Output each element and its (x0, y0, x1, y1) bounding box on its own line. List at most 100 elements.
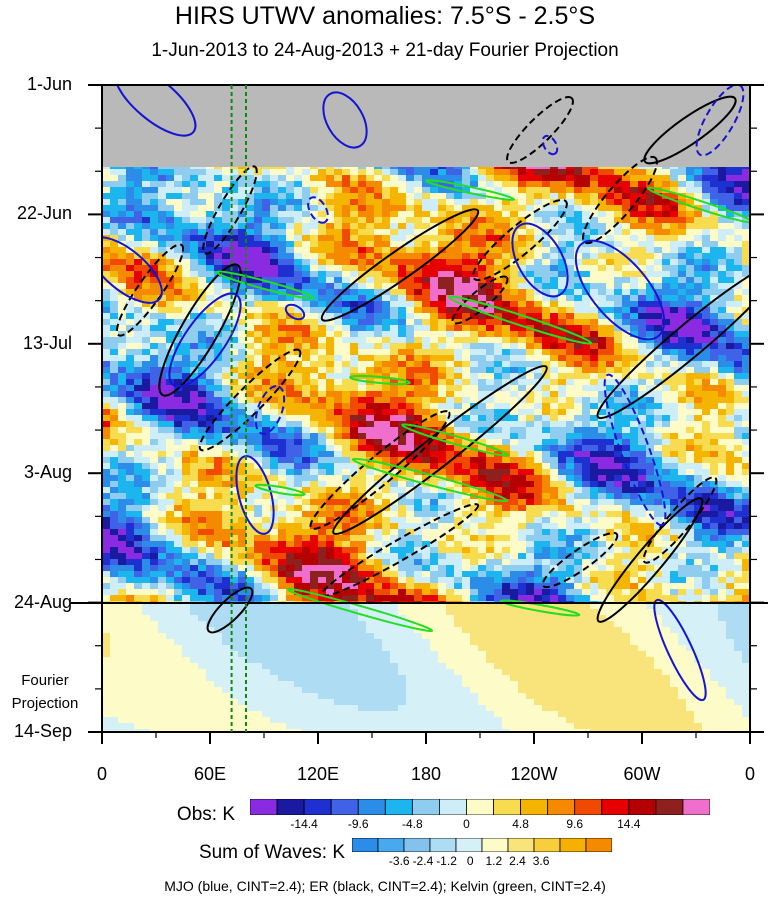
field-cell (238, 355, 247, 362)
field-cell (670, 271, 679, 278)
field-cell (206, 391, 215, 398)
field-cell (462, 355, 471, 362)
field-cell (534, 439, 543, 446)
field-cell (182, 235, 191, 242)
field-cell (590, 175, 599, 182)
field-cell (382, 403, 391, 410)
field-cell (438, 355, 447, 362)
field-cell (142, 235, 151, 242)
field-cell (670, 361, 679, 368)
field-cell (454, 247, 463, 254)
field-cell (710, 379, 719, 386)
field-cell (694, 373, 703, 380)
field-cell (246, 295, 255, 302)
field-cell (126, 331, 135, 338)
field-cell (326, 445, 335, 452)
field-cell (606, 433, 615, 440)
field-cell (702, 433, 711, 440)
field-cell (206, 277, 215, 284)
field-cell (478, 181, 487, 188)
field-cell (654, 337, 663, 344)
field-cell (654, 271, 663, 278)
field-cell (334, 223, 343, 230)
field-cell (526, 385, 535, 392)
field-cell (446, 337, 455, 344)
field-cell (198, 385, 207, 392)
field-cell (238, 427, 247, 434)
field-cell (270, 355, 279, 362)
field-cell (630, 193, 639, 200)
field-cell (550, 325, 559, 332)
field-cell (670, 415, 679, 422)
field-cell (422, 385, 431, 392)
field-cell (166, 325, 175, 332)
field-cell (206, 187, 215, 194)
field-cell (646, 307, 655, 314)
field-cell (142, 223, 151, 230)
field-cell (270, 313, 279, 320)
field-cell (502, 229, 511, 236)
field-cell (574, 211, 583, 218)
field-cell (406, 373, 415, 380)
field-cell (398, 337, 407, 344)
field-cell (630, 367, 639, 374)
field-cell (598, 211, 607, 218)
field-cell (118, 391, 127, 398)
field-cell (134, 373, 143, 380)
field-cell (350, 379, 359, 386)
field-cell (518, 385, 527, 392)
field-cell (246, 271, 255, 278)
field-cell (374, 397, 383, 404)
field-cell (166, 235, 175, 242)
field-cell (734, 277, 743, 284)
field-cell (366, 235, 375, 242)
field-cell (118, 277, 127, 284)
field-cell (158, 319, 167, 326)
field-cell (526, 427, 535, 434)
field-cell (174, 187, 183, 194)
field-cell (390, 241, 399, 248)
field-cell (526, 343, 535, 350)
field-cell (454, 391, 463, 398)
field-cell (134, 307, 143, 314)
field-cell (118, 217, 127, 224)
field-cell (518, 433, 527, 440)
field-cell (566, 421, 575, 428)
field-cell (542, 325, 551, 332)
field-cell (638, 295, 647, 302)
field-cell (718, 247, 727, 254)
field-cell (550, 313, 559, 320)
field-cell (214, 289, 223, 296)
field-cell (158, 193, 167, 200)
field-cell (126, 325, 135, 332)
field-cell (150, 259, 159, 266)
field-cell (630, 235, 639, 242)
field-cell (638, 181, 647, 188)
field-cell (614, 445, 623, 452)
field-cell (262, 355, 271, 362)
field-cell (574, 373, 583, 380)
field-cell (174, 175, 183, 182)
field-cell (174, 223, 183, 230)
field-cell (534, 391, 543, 398)
field-cell (102, 169, 111, 176)
field-cell (606, 271, 615, 278)
field-cell (654, 409, 663, 416)
field-cell (342, 175, 351, 182)
field-cell (366, 253, 375, 260)
field-cell (286, 241, 295, 248)
field-cell (670, 283, 679, 290)
field-cell (614, 397, 623, 404)
field-cell (470, 421, 479, 428)
field-cell (206, 313, 215, 320)
field-cell (526, 265, 535, 272)
field-cell (174, 337, 183, 344)
field-cell (606, 403, 615, 410)
field-cell (694, 433, 703, 440)
field-cell (678, 271, 687, 278)
field-cell (230, 397, 239, 404)
field-cell (422, 175, 431, 182)
field-cell (574, 307, 583, 314)
field-cell (254, 421, 263, 428)
field-cell (198, 199, 207, 206)
